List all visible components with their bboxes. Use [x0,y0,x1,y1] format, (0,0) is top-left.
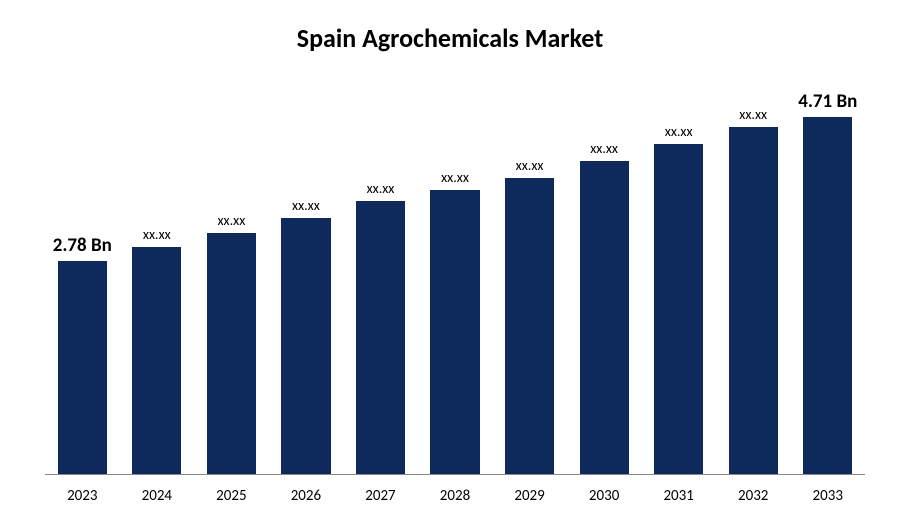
bar [58,261,107,475]
bar-value-label: xx.xx [516,157,544,174]
bar-slot: xx.xx [418,90,493,474]
bar-slot: xx.xx [716,90,791,474]
bar-slot: xx.xx [120,90,195,474]
x-axis-label: 2028 [418,487,493,505]
x-axis-label: 2025 [194,487,269,505]
bar-value-label: xx.xx [739,106,767,123]
x-axis-label: 2031 [641,487,716,505]
bars-container: 2.78 Bn xx.xx xx.xx xx.xx xx.xx xx.xx xx.xx xx.… [45,90,865,475]
bar-slot: xx.xx [641,90,716,474]
bar-slot: xx.xx [492,90,567,474]
chart-plot-area: 2.78 Bn xx.xx xx.xx xx.xx xx.xx xx.xx xx.xx xx.… [45,90,865,475]
bar-value-label: xx.xx [441,169,469,186]
bar-value-label: 2.78 Bn [53,234,112,257]
bar-slot: xx.xx [269,90,344,474]
x-axis-label: 2023 [45,487,120,505]
x-axis-label: 2026 [269,487,344,505]
bar [430,190,479,474]
x-axis-label: 2030 [567,487,642,505]
bar-value-label: xx.xx [292,197,320,214]
bar-value-label: xx.xx [143,226,171,243]
x-axis: 2023202420252026202720282029203020312032… [45,487,865,505]
bar [803,117,852,474]
bar [356,201,405,474]
x-axis-label: 2033 [790,487,865,505]
bar-value-label: xx.xx [665,123,693,140]
bar-value-label: 4.71 Bn [798,90,857,113]
chart-title: Spain Agrochemicals Market [0,0,900,54]
bar-value-label: xx.xx [590,140,618,157]
bar [580,161,629,474]
bar-slot: xx.xx [343,90,418,474]
bar [729,127,778,474]
bar-value-label: xx.xx [367,180,395,197]
bar [207,233,256,474]
x-axis-label: 2024 [120,487,195,505]
bar [132,247,181,474]
x-axis-label: 2032 [716,487,791,505]
bar-slot: 2.78 Bn [45,90,120,474]
x-axis-label: 2027 [343,487,418,505]
bar [281,218,330,475]
bar-value-label: xx.xx [217,212,245,229]
bar-slot: 4.71 Bn [790,90,865,474]
bar-slot: xx.xx [194,90,269,474]
bar [654,144,703,474]
bar [505,178,554,474]
x-axis-label: 2029 [492,487,567,505]
bar-slot: xx.xx [567,90,642,474]
